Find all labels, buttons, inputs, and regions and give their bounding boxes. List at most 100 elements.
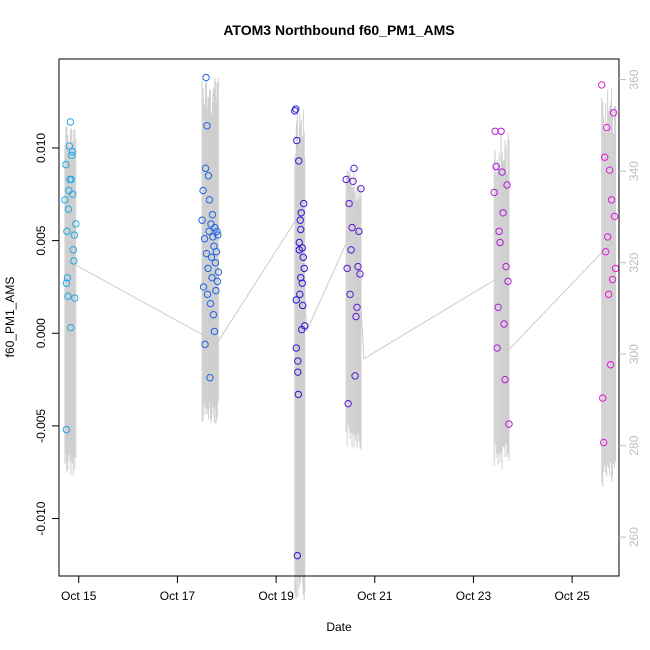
data-point xyxy=(294,357,302,365)
data-point xyxy=(346,290,354,299)
data-point xyxy=(298,244,306,252)
data-point xyxy=(207,220,215,228)
data-point xyxy=(204,172,213,180)
y2-tick-label: 340 xyxy=(627,161,641,181)
data-point xyxy=(349,177,357,186)
data-point xyxy=(355,227,363,236)
data-point xyxy=(296,216,304,224)
y2-tick-label: 300 xyxy=(627,344,641,364)
y-tick-label: -0.005 xyxy=(34,409,48,443)
data-point xyxy=(608,275,617,284)
data-point xyxy=(603,233,612,241)
data-point xyxy=(67,175,76,184)
data-point xyxy=(201,340,209,349)
data-point xyxy=(67,323,75,332)
x-tick-label: Oct 15 xyxy=(61,589,97,603)
data-point xyxy=(600,438,608,447)
data-point xyxy=(357,185,365,193)
data-point xyxy=(72,220,80,228)
chart-title: ATOM3 Northbound f60_PM1_AMS xyxy=(223,22,454,38)
data-point xyxy=(353,303,361,312)
data-point xyxy=(299,253,307,261)
data-point xyxy=(504,277,512,286)
data-point xyxy=(71,294,79,302)
data-point xyxy=(64,292,72,300)
data-point xyxy=(600,153,609,161)
data-point xyxy=(344,399,352,408)
data-point xyxy=(211,259,220,267)
data-point xyxy=(69,190,77,198)
data-point xyxy=(498,168,506,176)
data-point xyxy=(356,270,364,278)
data-point xyxy=(351,372,359,380)
data-point xyxy=(606,361,615,369)
y-tick-label: 0.010 xyxy=(34,133,48,163)
data-point xyxy=(198,216,206,224)
data-point xyxy=(494,303,502,312)
data-point xyxy=(495,227,503,236)
data-point xyxy=(490,188,498,197)
data-point xyxy=(200,235,209,243)
y-axis: -0.010 -0.005 0.000 0.005 0.010 xyxy=(34,133,59,536)
data-point xyxy=(348,223,356,232)
x-tick-label: Oct 21 xyxy=(357,589,393,603)
data-point xyxy=(212,286,220,295)
data-point xyxy=(214,268,223,276)
data-point xyxy=(343,264,351,273)
data-point xyxy=(601,248,610,256)
data-point xyxy=(204,264,212,273)
data-point xyxy=(292,105,300,113)
data-point xyxy=(207,253,216,261)
data-point xyxy=(607,196,616,204)
data-point xyxy=(210,327,219,336)
data-point xyxy=(300,264,308,273)
data-point xyxy=(297,209,305,217)
data-point xyxy=(500,320,508,328)
data-point xyxy=(202,249,211,258)
data-point xyxy=(354,262,362,271)
data-point xyxy=(292,296,301,304)
data-point xyxy=(599,394,607,402)
data-point xyxy=(499,209,507,217)
data-point xyxy=(602,123,611,132)
plot-area xyxy=(61,73,620,601)
data-point xyxy=(62,160,70,169)
y-tick-label: 0.000 xyxy=(34,318,48,348)
x-tick-label: Oct 25 xyxy=(554,589,590,603)
data-point xyxy=(68,151,76,160)
y-tick-label: -0.010 xyxy=(34,501,48,535)
y-axis-label: f60_PM1_AMS xyxy=(3,277,17,358)
data-point xyxy=(352,312,360,321)
data-point xyxy=(205,196,214,204)
data-point xyxy=(293,551,302,560)
data-point xyxy=(69,246,78,254)
x-tick-label: Oct 23 xyxy=(456,589,492,603)
data-point xyxy=(293,136,301,145)
data-point xyxy=(342,175,350,184)
y2-tick-label: 260 xyxy=(627,527,641,547)
plot-frame xyxy=(58,58,620,577)
data-point xyxy=(298,279,306,287)
data-point xyxy=(201,164,210,173)
data-point xyxy=(609,109,618,117)
data-point xyxy=(300,199,308,208)
data-point xyxy=(610,212,619,221)
data-point xyxy=(63,227,71,236)
data-point xyxy=(70,257,78,265)
data-point xyxy=(605,166,614,174)
data-point xyxy=(64,205,73,213)
data-point xyxy=(299,301,307,310)
y2-axis: 260 280 300 320 340 360 xyxy=(619,69,641,547)
data-point xyxy=(345,199,353,208)
x-tick-label: Oct 19 xyxy=(258,589,294,603)
data-point xyxy=(347,246,355,254)
data-point xyxy=(206,299,215,308)
y2-tick-label: 320 xyxy=(627,252,641,272)
data-point xyxy=(70,231,78,239)
data-point xyxy=(213,277,222,286)
data-point xyxy=(65,186,73,195)
data-point xyxy=(492,162,500,171)
x-tick-label: Oct 17 xyxy=(160,589,196,603)
data-point xyxy=(296,290,304,299)
data-point xyxy=(209,311,218,319)
